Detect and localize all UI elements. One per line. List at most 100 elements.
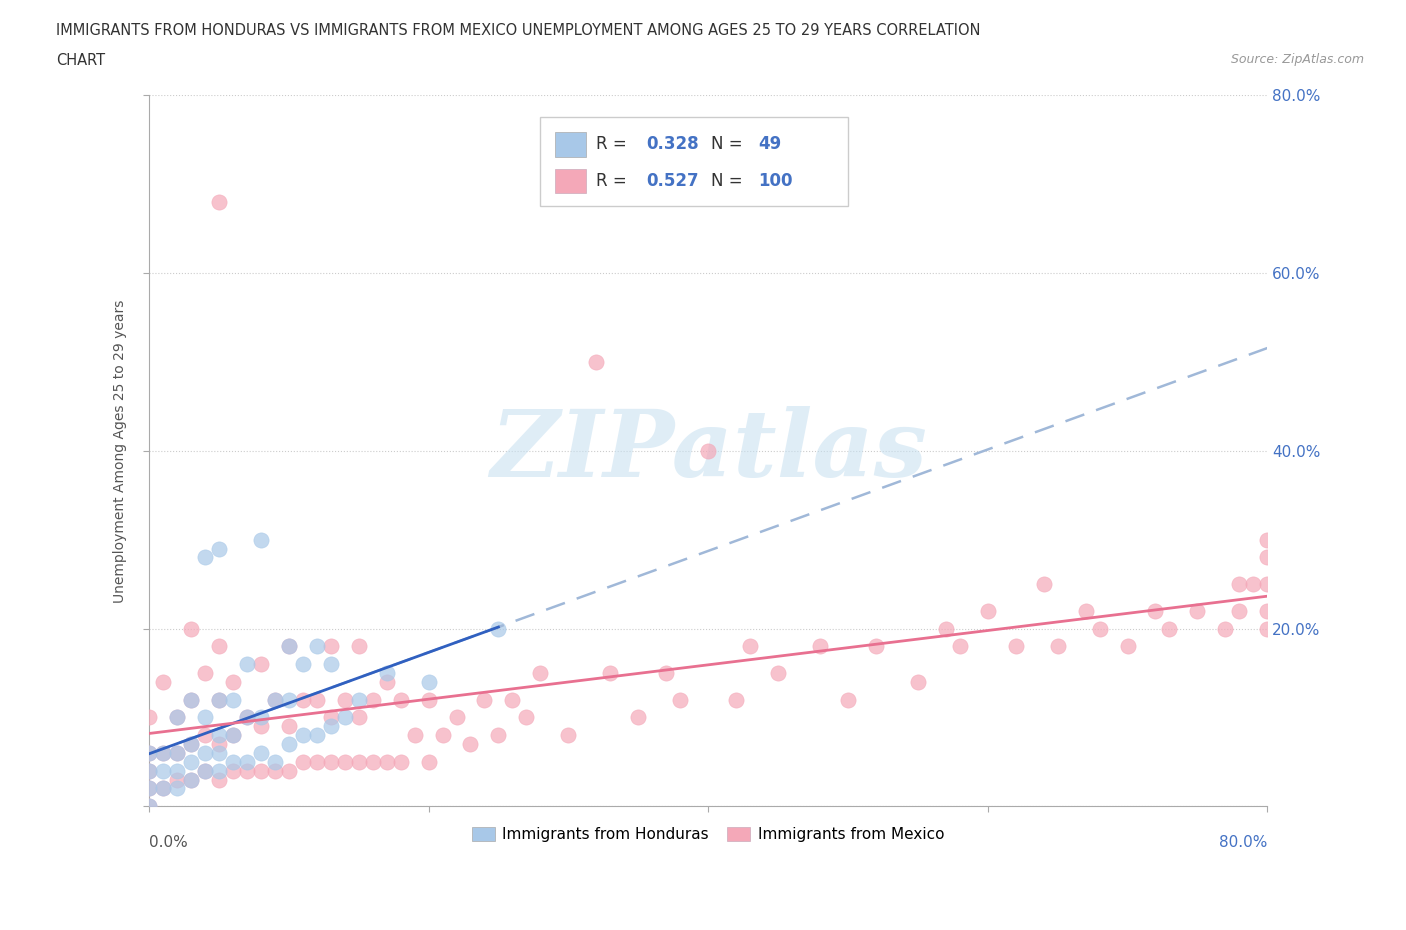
Point xyxy=(418,674,440,689)
Point xyxy=(138,781,160,796)
Point xyxy=(138,746,160,761)
Point xyxy=(432,728,454,743)
Point xyxy=(208,541,231,556)
Point xyxy=(180,692,202,707)
Point xyxy=(152,746,174,761)
Point xyxy=(291,754,314,769)
Point xyxy=(277,737,299,751)
Point xyxy=(418,692,440,707)
Point xyxy=(166,710,188,724)
Point xyxy=(907,674,929,689)
Point xyxy=(194,764,217,778)
Point xyxy=(375,666,398,681)
Point xyxy=(766,666,789,681)
Text: 0.0%: 0.0% xyxy=(149,835,187,850)
FancyBboxPatch shape xyxy=(540,117,848,206)
Point xyxy=(277,639,299,654)
Point xyxy=(1159,621,1181,636)
Text: ZIPatlas: ZIPatlas xyxy=(489,405,927,496)
Point xyxy=(236,710,259,724)
Point xyxy=(446,710,468,724)
Point xyxy=(236,754,259,769)
Point xyxy=(249,657,271,671)
Point xyxy=(1074,604,1097,618)
Point xyxy=(180,737,202,751)
Point xyxy=(166,772,188,787)
Point xyxy=(347,692,370,707)
Point xyxy=(208,764,231,778)
Text: 100: 100 xyxy=(758,172,793,190)
Point xyxy=(319,639,342,654)
Point xyxy=(347,710,370,724)
Text: CHART: CHART xyxy=(56,53,105,68)
Point xyxy=(865,639,887,654)
Point xyxy=(152,781,174,796)
Point xyxy=(305,728,328,743)
Point xyxy=(557,728,579,743)
Point xyxy=(460,737,482,751)
Point xyxy=(249,764,271,778)
Point xyxy=(138,746,160,761)
Point xyxy=(389,692,412,707)
Point xyxy=(725,692,748,707)
Point xyxy=(166,746,188,761)
Point xyxy=(305,639,328,654)
Point xyxy=(1256,577,1278,591)
Point xyxy=(277,764,299,778)
Point xyxy=(152,781,174,796)
Point xyxy=(474,692,496,707)
Point xyxy=(277,692,299,707)
Text: IMMIGRANTS FROM HONDURAS VS IMMIGRANTS FROM MEXICO UNEMPLOYMENT AMONG AGES 25 TO: IMMIGRANTS FROM HONDURAS VS IMMIGRANTS F… xyxy=(56,23,981,38)
Point xyxy=(249,710,271,724)
Point xyxy=(166,746,188,761)
Point xyxy=(222,692,245,707)
Point xyxy=(208,194,231,209)
Point xyxy=(515,710,537,724)
Point xyxy=(319,657,342,671)
Point xyxy=(1227,604,1250,618)
Point xyxy=(488,728,510,743)
Point xyxy=(1032,577,1054,591)
Point xyxy=(222,764,245,778)
Point xyxy=(1116,639,1139,654)
Point xyxy=(180,754,202,769)
Point xyxy=(277,639,299,654)
Point xyxy=(361,692,384,707)
Point xyxy=(152,764,174,778)
Legend: Immigrants from Honduras, Immigrants from Mexico: Immigrants from Honduras, Immigrants fro… xyxy=(465,820,950,848)
Point xyxy=(1046,639,1069,654)
Point xyxy=(347,754,370,769)
Point xyxy=(1088,621,1111,636)
Point xyxy=(1256,604,1278,618)
Point xyxy=(222,754,245,769)
Point xyxy=(361,754,384,769)
Point xyxy=(529,666,551,681)
Point xyxy=(291,692,314,707)
Text: Source: ZipAtlas.com: Source: ZipAtlas.com xyxy=(1230,53,1364,66)
Point xyxy=(1187,604,1209,618)
Point xyxy=(488,621,510,636)
Point xyxy=(208,746,231,761)
Point xyxy=(194,550,217,565)
Text: R =: R = xyxy=(596,172,633,190)
Point xyxy=(375,754,398,769)
Y-axis label: Unemployment Among Ages 25 to 29 years: Unemployment Among Ages 25 to 29 years xyxy=(114,299,128,603)
Point xyxy=(263,692,285,707)
Point xyxy=(333,692,356,707)
Point xyxy=(305,754,328,769)
Point xyxy=(1144,604,1167,618)
Point xyxy=(138,764,160,778)
Point xyxy=(333,710,356,724)
Point xyxy=(194,710,217,724)
Text: 0.527: 0.527 xyxy=(647,172,699,190)
Point xyxy=(1256,532,1278,547)
Point xyxy=(180,772,202,787)
Point xyxy=(291,657,314,671)
Point xyxy=(319,719,342,734)
Text: 49: 49 xyxy=(758,135,782,153)
Point xyxy=(208,692,231,707)
Point xyxy=(166,764,188,778)
Point xyxy=(208,692,231,707)
Point xyxy=(138,710,160,724)
Point xyxy=(138,781,160,796)
